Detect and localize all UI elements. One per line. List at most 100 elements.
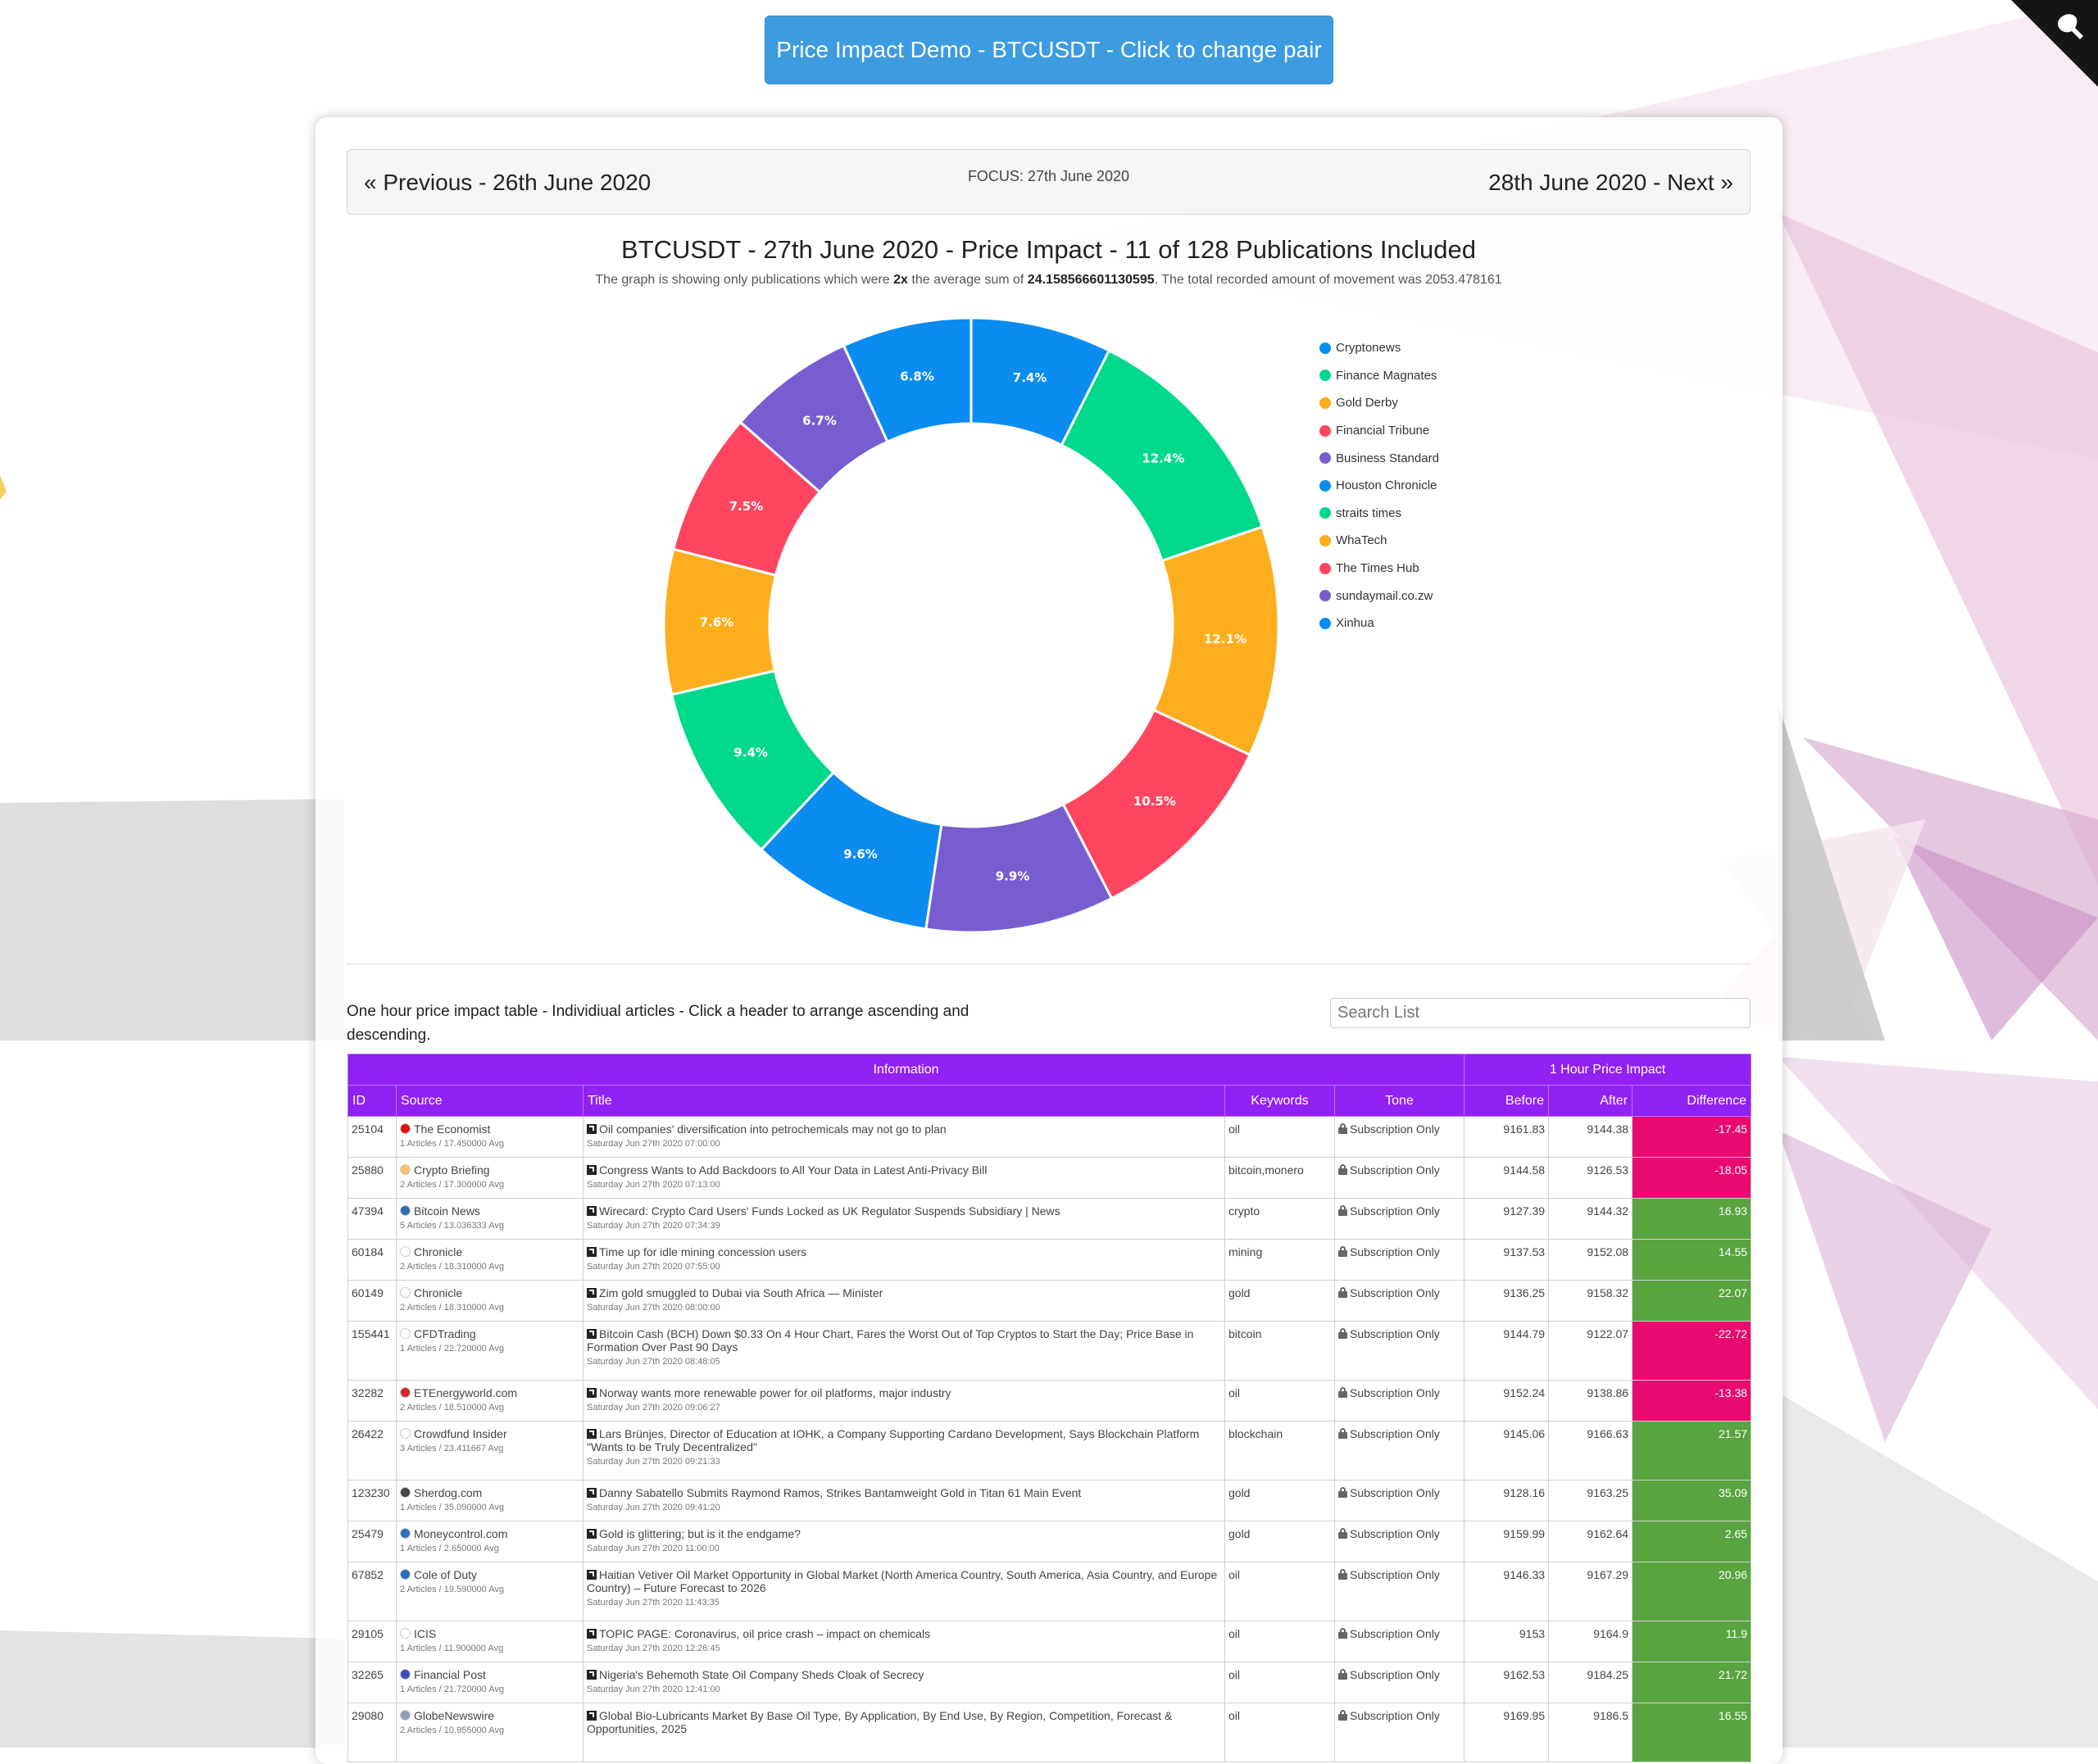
row-difference: 21.57 — [1632, 1421, 1752, 1481]
table-row[interactable]: 25880 Crypto Briefing 2 Articles / 17.3000… — [347, 1157, 1752, 1199]
source-name[interactable]: GlobeNewswire — [414, 1709, 495, 1722]
external-link-icon[interactable] — [587, 1570, 597, 1580]
table-row[interactable]: 29080 GlobeNewswire 2 Articles / 10.955000… — [347, 1703, 1752, 1762]
header-source[interactable]: Source — [396, 1085, 584, 1117]
external-link-icon[interactable] — [587, 1429, 597, 1439]
article-title-link[interactable]: Wirecard: Crypto Card Users' Funds Locke… — [599, 1204, 1060, 1218]
donut-slice-11[interactable] — [842, 316, 973, 444]
article-date: Saturday Jun 27th 2020 07:55:00 — [587, 1262, 720, 1272]
article-title-link[interactable]: Oil companies' diversification into petr… — [599, 1122, 947, 1136]
table-row[interactable]: 25479 Moneycontrol.com 1 Articles / 2.6500… — [347, 1521, 1752, 1562]
external-link-icon[interactable] — [587, 1388, 597, 1398]
article-title-link[interactable]: Zim gold smuggled to Dubai via South Afr… — [599, 1286, 883, 1299]
tone-label: Subscription Only — [1350, 1486, 1440, 1499]
legend-item[interactable]: Finance Magnates — [1319, 362, 1439, 390]
row-source: Crowdfund Insider 3 Articles / 23.411667 … — [396, 1421, 584, 1481]
source-name[interactable]: Crypto Briefing — [414, 1163, 490, 1177]
external-link-icon[interactable] — [587, 1247, 597, 1257]
previous-day-link[interactable]: « Previous - 26th June 2020 — [364, 170, 652, 195]
table-row[interactable]: 47394 Bitcoin News 5 Articles / 13.036333 … — [347, 1198, 1752, 1240]
legend-item[interactable]: Houston Chronicle — [1319, 472, 1439, 500]
row-before: 9145.06 — [1464, 1421, 1550, 1481]
row-title: Global Bio-Lubricants Market By Base Oil… — [583, 1703, 1225, 1762]
row-after: 9186.5 — [1548, 1703, 1633, 1762]
table-row[interactable]: 26422 Crowdfund Insider 3 Articles / 23.41… — [347, 1421, 1752, 1481]
legend-label: straits times — [1336, 506, 1402, 520]
source-name[interactable]: Bitcoin News — [414, 1204, 480, 1218]
row-source: Chronicle 2 Articles / 18.310000 Avg — [396, 1280, 584, 1322]
article-title-link[interactable]: TOPIC PAGE: Coronavirus, oil price crash… — [599, 1627, 931, 1640]
source-name[interactable]: The Economist — [414, 1122, 491, 1136]
header-tone[interactable]: Tone — [1333, 1085, 1465, 1117]
header-id[interactable]: ID — [347, 1085, 397, 1117]
next-day-link[interactable]: 28th June 2020 - Next » — [1488, 170, 1733, 195]
article-date: Saturday Jun 27th 2020 08:48:05 — [587, 1357, 720, 1367]
row-title: Zim gold smuggled to Dubai via South Afr… — [583, 1280, 1225, 1322]
row-id: 29105 — [347, 1621, 397, 1662]
external-link-icon[interactable] — [587, 1711, 597, 1721]
legend-item[interactable]: Business Standard — [1319, 444, 1439, 472]
source-name[interactable]: Cole of Duty — [414, 1568, 478, 1581]
article-title-link[interactable]: Norway wants more renewable power for oi… — [599, 1386, 951, 1399]
external-link-icon[interactable] — [587, 1629, 597, 1639]
external-link-icon[interactable] — [587, 1124, 597, 1134]
source-name[interactable]: Moneycontrol.com — [414, 1527, 508, 1540]
legend-item[interactable]: The Times Hub — [1319, 555, 1439, 583]
table-row[interactable]: 25104 The Economist 1 Articles / 17.450000… — [347, 1116, 1752, 1158]
legend-item[interactable]: Financial Tribune — [1319, 417, 1439, 445]
source-name[interactable]: Sherdog.com — [414, 1486, 483, 1499]
article-title-link[interactable]: Gold is glittering; but is it the endgam… — [599, 1527, 801, 1540]
table-row[interactable]: 60149 Chronicle 2 Articles / 18.310000 Avg… — [347, 1280, 1752, 1322]
change-pair-button[interactable]: Price Impact Demo - BTCUSDT - Click to c… — [765, 16, 1333, 84]
article-title-link[interactable]: Global Bio-Lubricants Market By Base Oil… — [587, 1709, 1173, 1735]
source-name[interactable]: CFDTrading — [414, 1327, 476, 1340]
external-link-icon[interactable] — [587, 1488, 597, 1498]
source-name[interactable]: ETEnergyworld.com — [414, 1386, 518, 1399]
tone-label: Subscription Only — [1350, 1386, 1440, 1399]
article-title-link[interactable]: Nigeria's Behemoth State Oil Company She… — [599, 1668, 924, 1681]
external-link-icon[interactable] — [587, 1670, 597, 1680]
article-title-link[interactable]: Bitcoin Cash (BCH) Down $0.33 On 4 Hour … — [587, 1327, 1194, 1354]
header-title[interactable]: Title — [583, 1085, 1225, 1117]
table-row[interactable]: 60184 Chronicle 2 Articles / 18.310000 Avg… — [347, 1239, 1752, 1281]
header-after[interactable]: After — [1548, 1085, 1633, 1117]
github-corner-icon[interactable] — [2011, 0, 2098, 87]
legend-label: sundaymail.co.zw — [1336, 588, 1433, 603]
legend-item[interactable]: WhaTech — [1319, 527, 1439, 555]
header-difference[interactable]: Difference — [1632, 1085, 1752, 1117]
search-input[interactable] — [1330, 998, 1751, 1028]
source-name[interactable]: Crowdfund Insider — [414, 1427, 507, 1440]
legend-item[interactable]: Xinhua — [1319, 610, 1439, 637]
table-row[interactable]: 32265 Financial Post 1 Articles / 21.72000… — [347, 1662, 1752, 1703]
article-title-link[interactable]: Congress Wants to Add Backdoors to All Y… — [599, 1163, 988, 1177]
legend-item[interactable]: Cryptonews — [1319, 334, 1439, 362]
external-link-icon[interactable] — [587, 1206, 597, 1216]
row-id: 155441 — [347, 1321, 397, 1381]
legend-item[interactable]: straits times — [1319, 500, 1439, 528]
article-title-link[interactable]: Haitian Vetiver Oil Market Opportunity i… — [587, 1568, 1218, 1594]
table-row[interactable]: 67852 Cole of Duty 2 Articles / 19.590000 … — [347, 1562, 1752, 1621]
row-difference: 14.55 — [1632, 1239, 1752, 1281]
external-link-icon[interactable] — [587, 1165, 597, 1175]
table-row[interactable]: 29105 ICIS 1 Articles / 11.900000 Avg TOPIC… — [347, 1621, 1752, 1662]
table-row[interactable]: 123230 Sherdog.com 1 Articles / 35.090000 … — [347, 1480, 1752, 1521]
source-name[interactable]: Chronicle — [414, 1245, 463, 1258]
legend-item[interactable]: sundaymail.co.zw — [1319, 582, 1439, 610]
article-title-link[interactable]: Danny Sabatello Submits Raymond Ramos, S… — [599, 1486, 1082, 1499]
external-link-icon[interactable] — [587, 1529, 597, 1539]
external-link-icon[interactable] — [587, 1329, 597, 1339]
article-title-link[interactable]: Time up for idle mining concession users — [599, 1245, 807, 1258]
table-row[interactable]: 155441 CFDTrading 1 Articles / 22.720000 A… — [347, 1321, 1752, 1381]
legend-item[interactable]: Gold Derby — [1319, 389, 1439, 417]
header-before[interactable]: Before — [1464, 1085, 1550, 1117]
table-row[interactable]: 32282 ETEnergyworld.com 2 Articles / 18.51… — [347, 1380, 1752, 1422]
source-meta: 1 Articles / 2.650000 Avg — [400, 1544, 499, 1553]
row-keywords: oil — [1224, 1621, 1335, 1662]
source-name[interactable]: ICIS — [414, 1627, 437, 1640]
source-name[interactable]: Chronicle — [414, 1286, 463, 1299]
row-tone: Subscription Only — [1333, 1521, 1465, 1562]
source-name[interactable]: Financial Post — [414, 1668, 486, 1681]
external-link-icon[interactable] — [587, 1288, 597, 1298]
article-title-link[interactable]: Lars Brünjes, Director of Education at I… — [587, 1427, 1200, 1453]
header-keywords[interactable]: Keywords — [1224, 1085, 1335, 1117]
